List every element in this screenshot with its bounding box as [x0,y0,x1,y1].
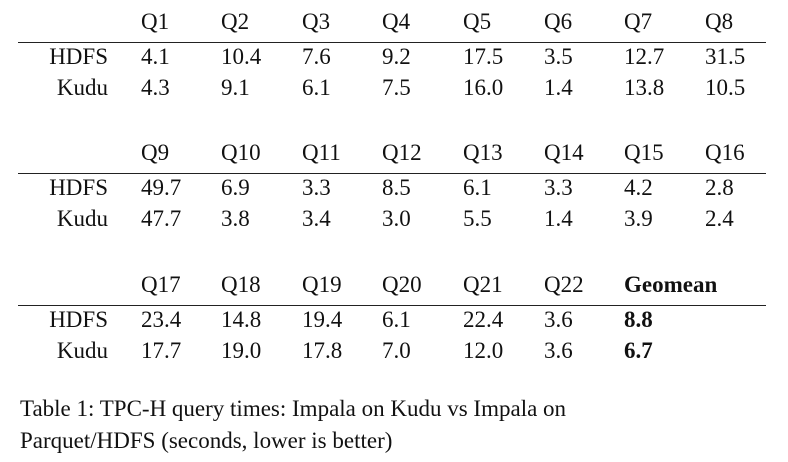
column-header: Q12 [382,140,422,165]
row-label: Kudu [56,338,108,363]
cell-value: 3.5 [544,44,573,69]
cell-value: 17.8 [302,338,343,363]
column-header: Q7 [624,9,653,34]
cell-value: 19.0 [221,338,262,363]
cell-value: 23.4 [141,307,182,332]
cell-value: 31.5 [705,44,746,69]
cell-value: 3.6 [544,307,573,332]
column-header: Q15 [624,140,664,165]
cell-value: 47.7 [141,206,182,231]
cell-value: 2.4 [705,206,734,231]
column-header: Q6 [544,9,573,34]
cell-value: 6.1 [302,75,331,100]
column-header: Q10 [221,140,261,165]
column-header: Q1 [141,9,170,34]
cell-value: 5.5 [463,206,492,231]
cell-value: 6.1 [382,307,411,332]
table-rule [18,173,766,174]
cell-value: 7.0 [382,338,411,363]
cell-value: 3.6 [544,338,573,363]
cell-value: 6.1 [463,175,492,200]
cell-value: 4.1 [141,44,170,69]
column-header: Q20 [382,272,422,297]
cell-value: 3.8 [221,206,250,231]
cell-value: 4.3 [141,75,170,100]
cell-value: 7.6 [302,44,331,69]
column-header: Q2 [221,9,250,34]
column-header: Q19 [302,272,342,297]
cell-value: 12.0 [463,338,504,363]
column-header: Q22 [544,272,584,297]
cell-value: 9.1 [221,75,250,100]
cell-value: 13.8 [624,75,665,100]
cell-value: 6.9 [221,175,250,200]
cell-value: 8.5 [382,175,411,200]
cell-value: 14.8 [221,307,262,332]
cell-value: 3.4 [302,206,331,231]
row-label: HDFS [49,175,108,200]
cell-value: 3.3 [544,175,573,200]
cell-value: 16.0 [463,75,504,100]
table-rule [18,42,766,43]
column-header: Q3 [302,9,331,34]
row-label: Kudu [56,75,108,100]
cell-value: 19.4 [302,307,343,332]
cell-value: 7.5 [382,75,411,100]
row-label: HDFS [49,44,108,69]
cell-value: 6.7 [624,338,653,363]
cell-value: 4.2 [624,175,653,200]
column-header: Q11 [302,140,341,165]
cell-value: 3.0 [382,206,411,231]
cell-value: 3.9 [624,206,653,231]
column-header: Q17 [141,272,181,297]
row-label: HDFS [49,307,108,332]
cell-value: 3.3 [302,175,331,200]
cell-value: 10.4 [221,44,262,69]
cell-value: 12.7 [624,44,665,69]
cell-value: 1.4 [544,206,573,231]
column-header: Geomean [624,272,718,297]
cell-value: 8.8 [624,307,653,332]
column-header: Q14 [544,140,584,165]
column-header: Q21 [463,272,503,297]
cell-value: 22.4 [463,307,504,332]
cell-value: 17.5 [463,44,504,69]
caption-line: Table 1: TPC-H query times: Impala on Ku… [20,396,567,421]
cell-value: 2.8 [705,175,734,200]
cell-value: 9.2 [382,44,411,69]
column-header: Q5 [463,9,492,34]
column-header: Q13 [463,140,503,165]
table-rule [18,305,766,306]
cell-value: 10.5 [705,75,746,100]
caption-line: Parquet/HDFS (seconds, lower is better) [20,428,393,453]
column-header: Q9 [141,140,170,165]
column-header: Q8 [705,9,734,34]
cell-value: 49.7 [141,175,182,200]
row-label: Kudu [56,206,108,231]
column-header: Q16 [705,140,745,165]
column-header: Q18 [221,272,261,297]
column-header: Q4 [382,9,411,34]
cell-value: 1.4 [544,75,573,100]
cell-value: 17.7 [141,338,182,363]
